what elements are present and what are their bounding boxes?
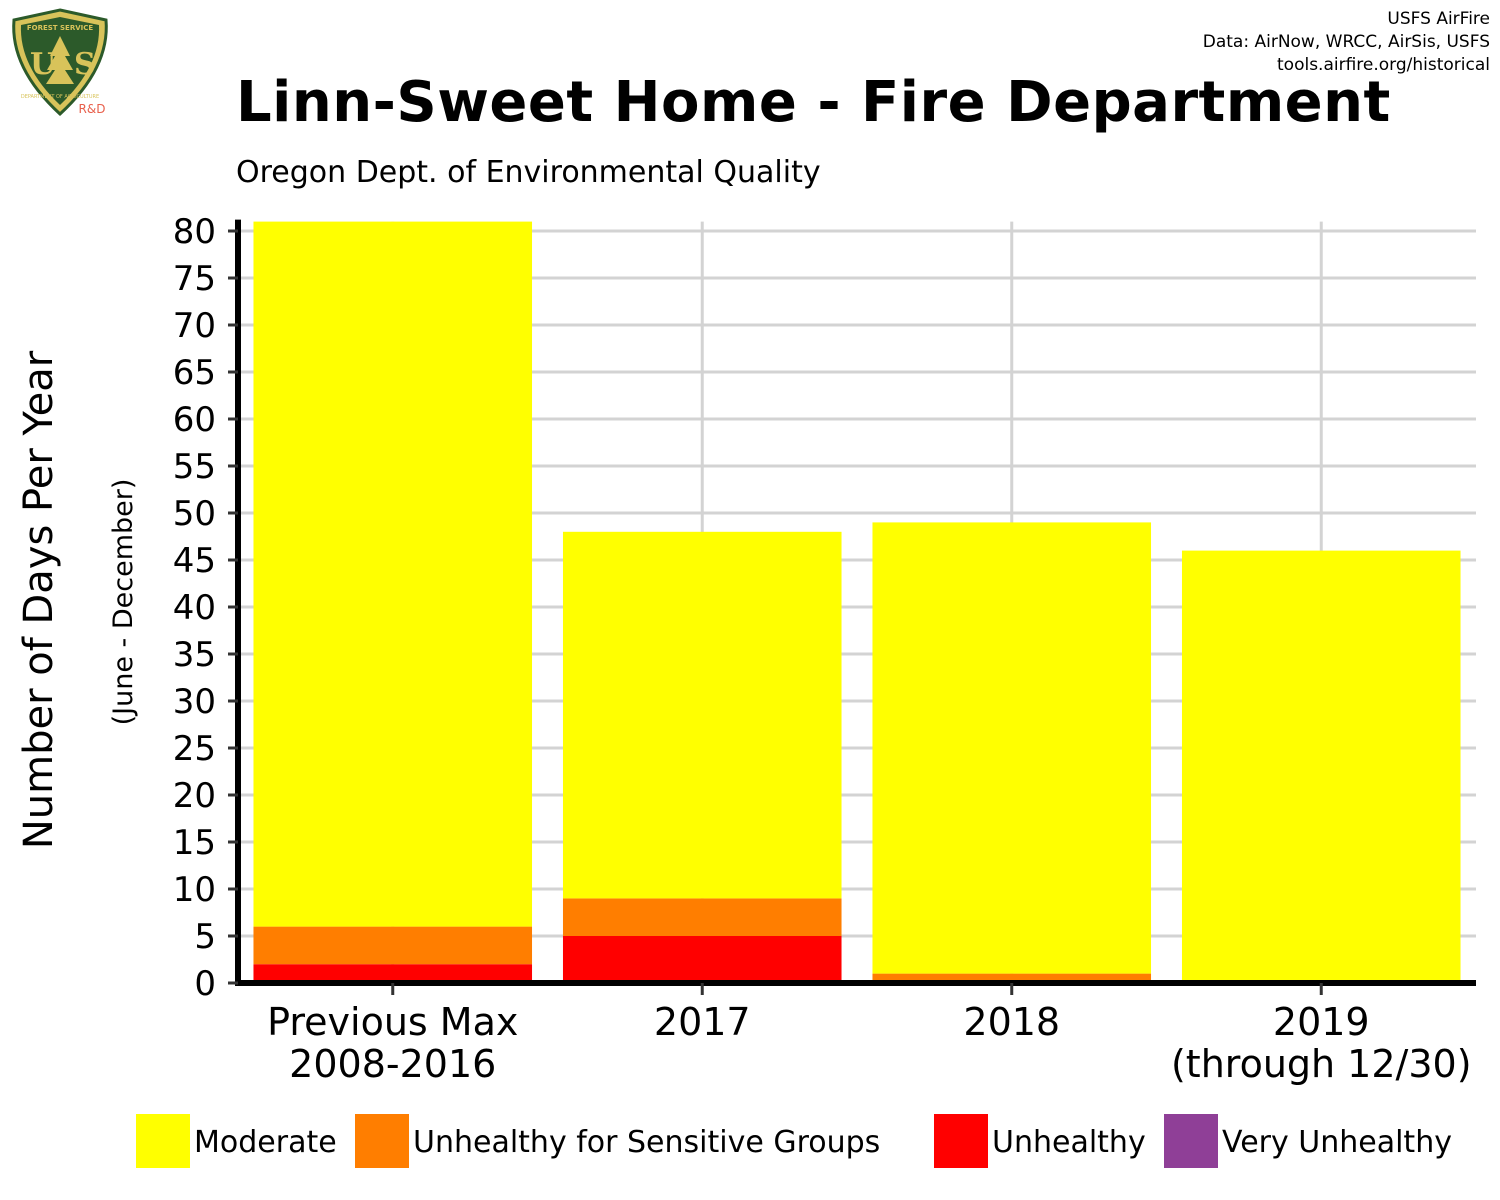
y-tick-label: 15 bbox=[173, 823, 216, 863]
chart-subtitle: Oregon Dept. of Environmental Quality bbox=[236, 155, 821, 190]
credit-line: USFS AirFire bbox=[1387, 9, 1490, 29]
x-tick-label: (through 12/30) bbox=[1171, 1042, 1472, 1086]
legend-label: Unhealthy for Sensitive Groups bbox=[413, 1125, 880, 1160]
legend-label: Unhealthy bbox=[992, 1125, 1146, 1160]
y-tick-label: 70 bbox=[173, 306, 216, 346]
chart-title: Linn-Sweet Home - Fire Department bbox=[236, 70, 1391, 135]
svg-text:S: S bbox=[74, 47, 96, 82]
bar-segment bbox=[872, 522, 1152, 974]
logo-top-text: FOREST SERVICE bbox=[27, 24, 94, 32]
credit-line: Data: AirNow, WRCC, AirSis, USFS bbox=[1202, 32, 1490, 52]
legend-swatch bbox=[1164, 1114, 1218, 1168]
legend-label: Very Unhealthy bbox=[1222, 1125, 1452, 1160]
bar-segment bbox=[872, 973, 1152, 983]
y-tick-label: 45 bbox=[173, 541, 216, 581]
x-tick-label: 2017 bbox=[654, 1000, 751, 1044]
bar-segment bbox=[562, 531, 842, 899]
x-tick-label: 2018 bbox=[963, 1000, 1060, 1044]
x-tick-label: 2008-2016 bbox=[289, 1042, 496, 1086]
logo-badge: R&D bbox=[79, 102, 106, 116]
tree-icon bbox=[46, 36, 74, 84]
forest-service-shield-icon: U S FOREST SERVICE DEPARTMENT OF AGRICUL… bbox=[12, 8, 108, 117]
y-tick-label: 40 bbox=[173, 588, 216, 628]
legend-swatch bbox=[355, 1114, 409, 1168]
bar-segment bbox=[253, 221, 533, 927]
y-tick-label: 10 bbox=[173, 870, 216, 910]
bar-segment bbox=[562, 898, 842, 936]
bars bbox=[253, 221, 1461, 983]
y-tick-label: 30 bbox=[173, 682, 216, 722]
axes bbox=[235, 219, 1476, 986]
legend: Moderate Unhealthy for Sensitive Groups Un… bbox=[136, 1114, 1452, 1168]
y-axis-label: Number of Days Per Year bbox=[16, 350, 62, 849]
bar-segment bbox=[1181, 550, 1461, 983]
y-tick-label: 25 bbox=[173, 729, 216, 769]
credit-line: tools.airfire.org/historical bbox=[1277, 55, 1490, 75]
x-tick-label: Previous Max bbox=[267, 1000, 518, 1044]
bar-segment bbox=[562, 936, 842, 983]
y-tick-label: 65 bbox=[173, 353, 216, 393]
bar-segment bbox=[253, 964, 533, 983]
legend-label: Moderate bbox=[194, 1125, 337, 1160]
y-tick-label: 50 bbox=[173, 494, 216, 534]
y-tick-label: 35 bbox=[173, 635, 216, 675]
y-tick-label: 60 bbox=[173, 400, 216, 440]
credits: USFS AirFire Data: AirNow, WRCC, AirSis,… bbox=[1203, 8, 1490, 77]
legend-swatch bbox=[934, 1114, 988, 1168]
svg-text:U: U bbox=[30, 47, 56, 82]
x-tick-label: 2019 bbox=[1273, 1000, 1370, 1044]
y-tick-label: 75 bbox=[173, 259, 216, 299]
y-tick-label: 80 bbox=[173, 212, 216, 252]
bar-segment bbox=[253, 926, 533, 965]
y-axis-sublabel: (June - December) bbox=[108, 479, 139, 726]
logo-bottom-text: DEPARTMENT OF AGRICULTURE bbox=[21, 94, 99, 100]
legend-swatch bbox=[136, 1114, 190, 1168]
y-tick-label: 20 bbox=[173, 776, 216, 816]
y-tick-label: 0 bbox=[194, 964, 216, 1004]
y-tick-label: 55 bbox=[173, 447, 216, 487]
y-tick-label: 5 bbox=[194, 917, 216, 957]
y-ticks: 0 5 10 15 20 25 30 35 40 45 50 55 60 65 70 75 80 bbox=[173, 212, 238, 1004]
